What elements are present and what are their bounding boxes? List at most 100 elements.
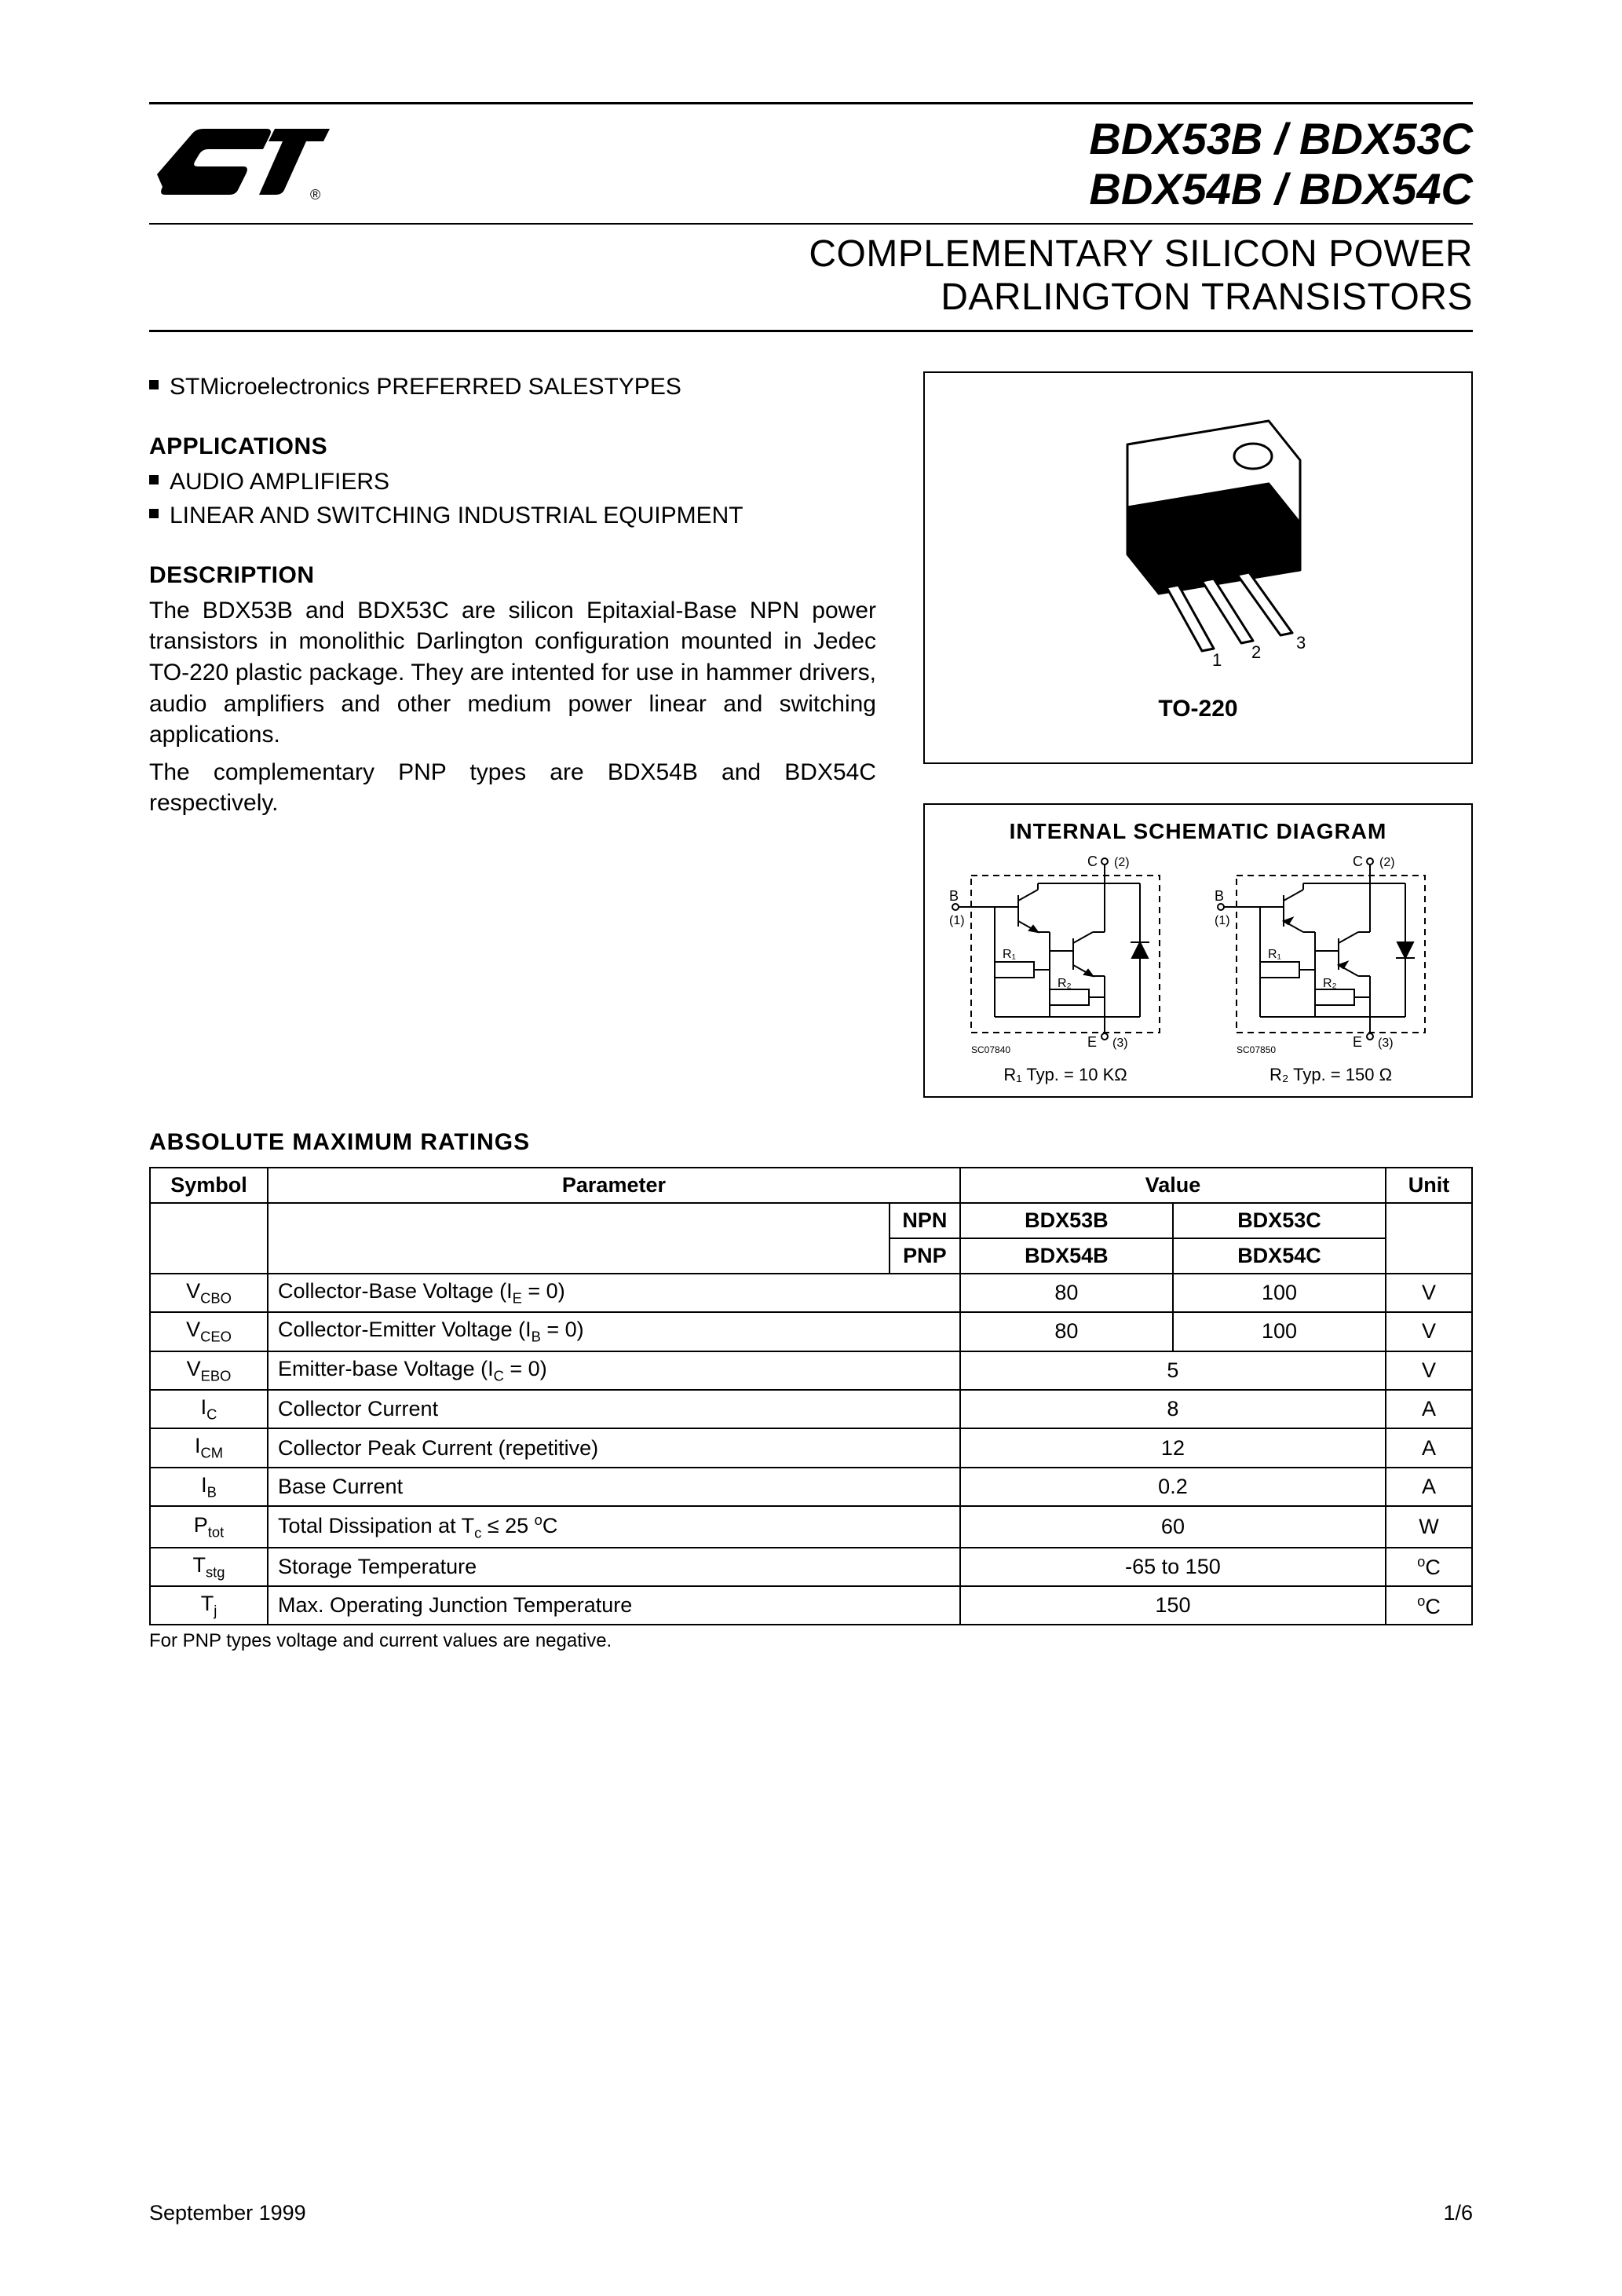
cell-symbol: VCBO (150, 1274, 268, 1312)
cell-value: 12 (960, 1428, 1386, 1467)
schematic-row: C (2) B (1) (941, 852, 1456, 1085)
package-drawing: 1 2 3 (1033, 413, 1363, 680)
top-bullets: STMicroelectronics PREFERRED SALESTYPES (149, 371, 876, 402)
package-label: TO-220 (1158, 696, 1237, 722)
ratings-heading: ABSOLUTE MAXIMUM RATINGS (149, 1129, 1473, 1156)
cell-symbol: VEBO (150, 1351, 268, 1390)
table-row: TstgStorage Temperature-65 to 150oC (150, 1548, 1472, 1586)
cell-unit: W (1386, 1506, 1472, 1547)
table-row: VCEOCollector-Emitter Voltage (IB = 0)80… (150, 1312, 1472, 1351)
cell-parameter: Emitter-base Voltage (IC = 0) (268, 1351, 960, 1390)
th-parameter: Parameter (268, 1168, 960, 1203)
svg-text:R₂: R₂ (1058, 977, 1072, 990)
svg-text:®: ® (310, 187, 320, 203)
table-row: PtotTotal Dissipation at Tc ≤ 25 oC60W (150, 1506, 1472, 1547)
table-row: ICMCollector Peak Current (repetitive)12… (150, 1428, 1472, 1467)
bullet-item: STMicroelectronics PREFERRED SALESTYPES (149, 371, 876, 402)
bullet-item: AUDIO AMPLIFIERS (149, 466, 876, 497)
schematic-npn: C (2) B (1) (941, 852, 1190, 1085)
cell-symbol: IB (150, 1468, 268, 1506)
schematic-title: INTERNAL SCHEMATIC DIAGRAM (941, 819, 1456, 844)
part-numbers: BDX53B / BDX53C BDX54B / BDX54C (1089, 114, 1473, 215)
svg-text:2: 2 (1251, 642, 1261, 662)
svg-text:R₁: R₁ (1268, 948, 1281, 961)
r1-caption: R₁ Typ. = 10 KΩ (941, 1065, 1190, 1085)
svg-text:R₁: R₁ (1003, 948, 1016, 961)
content-row: STMicroelectronics PREFERRED SALESTYPES … (149, 371, 1473, 1098)
table-row: VEBOEmitter-base Voltage (IC = 0)5V (150, 1351, 1472, 1390)
cell-symbol: Tj (150, 1586, 268, 1625)
th-bdx53b: BDX53B (960, 1203, 1173, 1238)
right-column: 1 2 3 TO-220 INTERNAL SCHEMATIC DIAGRAM … (923, 371, 1473, 1098)
cell-parameter: Collector-Base Voltage (IE = 0) (268, 1274, 960, 1312)
cell-value: 0.2 (960, 1468, 1386, 1506)
bullet-text: STMicroelectronics PREFERRED SALESTYPES (170, 371, 681, 402)
schematic-id-left: SC07840 (971, 1044, 1010, 1055)
cell-value: 8 (960, 1390, 1386, 1428)
cell-parameter: Collector-Emitter Voltage (IB = 0) (268, 1312, 960, 1351)
description-p2: The complementary PNP types are BDX54B a… (149, 757, 876, 819)
th-bdx54b: BDX54B (960, 1238, 1173, 1274)
part-line-2: BDX54B / BDX54C (1089, 164, 1473, 214)
part-line-1: BDX53B / BDX53C (1089, 114, 1473, 164)
cell-symbol: VCEO (150, 1312, 268, 1351)
schematic-pnp: C (2) B (1) (1206, 852, 1456, 1085)
cell-unit: oC (1386, 1548, 1472, 1586)
description-heading: DESCRIPTION (149, 562, 876, 589)
table-row: IBBase Current0.2A (150, 1468, 1472, 1506)
header-top-row: ® BDX53B / BDX53C BDX54B / BDX54C (149, 104, 1473, 223)
cell-unit: A (1386, 1468, 1472, 1506)
cell-unit: A (1386, 1428, 1472, 1467)
subtitle: COMPLEMENTARY SILICON POWER DARLINGTON T… (149, 225, 1473, 330)
bullet-text: LINEAR AND SWITCHING INDUSTRIAL EQUIPMEN… (170, 500, 743, 531)
package-box: 1 2 3 TO-220 (923, 371, 1473, 764)
cell-value: 150 (960, 1586, 1386, 1625)
table-row: ICCollector Current8A (150, 1390, 1472, 1428)
r2-caption: R₂ Typ. = 150 Ω (1206, 1065, 1456, 1085)
cell-parameter: Storage Temperature (268, 1548, 960, 1586)
th-bdx53c: BDX53C (1173, 1203, 1386, 1238)
svg-text:(1): (1) (949, 914, 965, 927)
cell-unit: oC (1386, 1586, 1472, 1625)
footnote: For PNP types voltage and current values… (149, 1630, 1473, 1652)
description-p1: The BDX53B and BDX53C are silicon Epitax… (149, 595, 876, 751)
svg-text:C: C (1353, 854, 1363, 869)
applications-heading: APPLICATIONS (149, 433, 876, 460)
th-npn: NPN (890, 1203, 960, 1238)
st-logo: ® (149, 119, 338, 210)
svg-text:3: 3 (1296, 633, 1306, 653)
schematic-id-right: SC07850 (1237, 1044, 1276, 1055)
schematic-box: INTERNAL SCHEMATIC DIAGRAM C (2) (923, 803, 1473, 1098)
svg-text:R₂: R₂ (1323, 977, 1337, 990)
cell-value: -65 to 150 (960, 1548, 1386, 1586)
bullet-item: LINEAR AND SWITCHING INDUSTRIAL EQUIPMEN… (149, 500, 876, 531)
cell-unit: A (1386, 1390, 1472, 1428)
svg-text:(1): (1) (1215, 914, 1230, 927)
svg-text:(2): (2) (1114, 856, 1130, 869)
table-row: TjMax. Operating Junction Temperature150… (150, 1586, 1472, 1625)
th-value: Value (960, 1168, 1386, 1203)
svg-text:B: B (949, 888, 959, 904)
svg-text:C: C (1087, 854, 1098, 869)
cell-parameter: Collector Current (268, 1390, 960, 1428)
subtitle-line-2: DARLINGTON TRANSISTORS (149, 276, 1473, 319)
bullet-square-icon (149, 509, 159, 518)
left-column: STMicroelectronics PREFERRED SALESTYPES … (149, 371, 876, 1098)
table-row: VCBOCollector-Base Voltage (IE = 0)80100… (150, 1274, 1472, 1312)
cell-value: 5 (960, 1351, 1386, 1390)
th-pnp: PNP (890, 1238, 960, 1274)
svg-text:B: B (1215, 888, 1224, 904)
cell-unit: V (1386, 1274, 1472, 1312)
svg-text:(3): (3) (1378, 1036, 1394, 1050)
applications-bullets: AUDIO AMPLIFIERSLINEAR AND SWITCHING IND… (149, 466, 876, 531)
footer: September 1999 1/6 (149, 2201, 1473, 2225)
cell-symbol: Ptot (150, 1506, 268, 1547)
th-bdx54c: BDX54C (1173, 1238, 1386, 1274)
bullet-square-icon (149, 475, 159, 484)
svg-text:E: E (1087, 1034, 1097, 1050)
cell-value-2: 100 (1173, 1274, 1386, 1312)
cell-value-2: 100 (1173, 1312, 1386, 1351)
subtitle-line-1: COMPLEMENTARY SILICON POWER (149, 232, 1473, 276)
svg-text:(2): (2) (1379, 856, 1395, 869)
th-symbol: Symbol (150, 1168, 268, 1203)
